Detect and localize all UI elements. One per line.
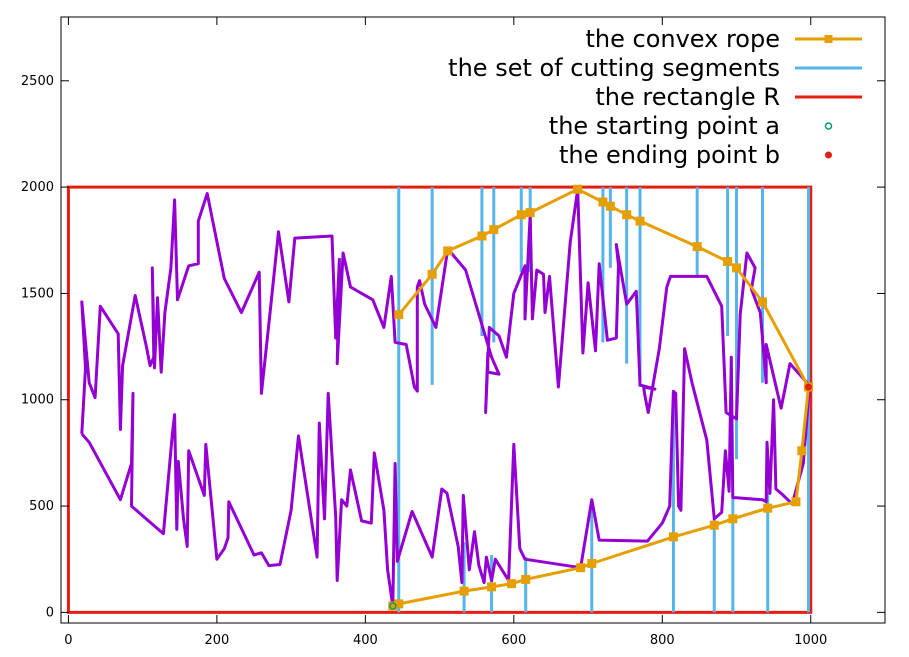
rope-vertex-11 bbox=[763, 503, 773, 513]
x-tick-label-1: 200 bbox=[204, 633, 229, 648]
convex-rope-layer bbox=[388, 184, 814, 611]
legend-swatch-4 bbox=[825, 151, 832, 159]
rope-vertex-21 bbox=[605, 201, 615, 211]
legend-label-1: the set of cutting segments bbox=[448, 54, 780, 82]
rope-vertex-23 bbox=[573, 184, 583, 194]
y-tick-label-4: 2000 bbox=[21, 180, 54, 195]
rope-vertex-16 bbox=[732, 263, 742, 273]
y-tick-label-5: 2500 bbox=[21, 74, 54, 89]
rope-vertex-8 bbox=[668, 532, 678, 542]
rope-vertex-27 bbox=[477, 231, 487, 241]
rope-vertex-17 bbox=[723, 257, 733, 267]
rope-vertex-22 bbox=[598, 197, 608, 207]
x-tick-label-5: 1000 bbox=[794, 633, 827, 648]
rope-vertex-2 bbox=[459, 586, 469, 596]
legend-label-4: the ending point b bbox=[559, 141, 780, 169]
rope-vertex-7 bbox=[587, 558, 597, 568]
rope-vertex-20 bbox=[622, 210, 632, 220]
rope-vertex-25 bbox=[516, 210, 526, 220]
rope-vertex-30 bbox=[394, 310, 404, 320]
polygon-upper-chain bbox=[80, 187, 812, 434]
legend-label-3: the starting point a bbox=[549, 112, 780, 140]
polygon-lower-chain bbox=[80, 347, 813, 608]
plot-frame bbox=[60, 16, 886, 624]
rope-vertex-13 bbox=[797, 446, 807, 456]
endpoints-layer bbox=[389, 383, 813, 610]
rope-vertex-15 bbox=[758, 297, 768, 307]
cutting-segments-layer bbox=[397, 187, 811, 613]
rope-vertex-3 bbox=[487, 582, 497, 592]
rope-vertex-9 bbox=[709, 520, 719, 530]
polygon-layer bbox=[80, 187, 813, 608]
starting-point-a bbox=[389, 602, 397, 610]
rope-vertex-4 bbox=[507, 579, 517, 589]
ending-point-b bbox=[805, 383, 813, 391]
rope-vertex-28 bbox=[443, 246, 453, 256]
y-tick-label-0: 0 bbox=[46, 605, 54, 620]
rope-vertex-26 bbox=[489, 225, 499, 235]
legend-swatch-marker-0 bbox=[824, 35, 833, 43]
rope-vertex-10 bbox=[728, 514, 738, 524]
rope-vertex-29 bbox=[427, 269, 437, 279]
rope-vertex-12 bbox=[791, 497, 801, 507]
x-tick-label-2: 400 bbox=[353, 633, 378, 648]
axes-layer: 0 200 400 600 800 1000 0 500 1000 1500 2000 2500 bbox=[21, 16, 886, 648]
y-tick-label-3: 1500 bbox=[21, 286, 54, 301]
x-tick-label-3: 600 bbox=[501, 633, 526, 648]
x-tick-label-0: 0 bbox=[64, 633, 72, 648]
x-tick-label-4: 800 bbox=[650, 633, 675, 648]
rope-vertex-19 bbox=[635, 216, 645, 226]
rope-vertex-5 bbox=[521, 574, 531, 584]
y-tick-label-1: 500 bbox=[29, 499, 54, 514]
rope-vertex-24 bbox=[525, 208, 535, 218]
legend-swatch-3 bbox=[824, 122, 833, 130]
y-tick-label-2: 1000 bbox=[21, 393, 54, 408]
legend-label-2: the rectangle R bbox=[595, 83, 780, 111]
rope-vertex-6 bbox=[576, 563, 586, 573]
legend-label-0: the convex rope bbox=[585, 25, 780, 53]
rope-vertex-18 bbox=[692, 242, 702, 252]
